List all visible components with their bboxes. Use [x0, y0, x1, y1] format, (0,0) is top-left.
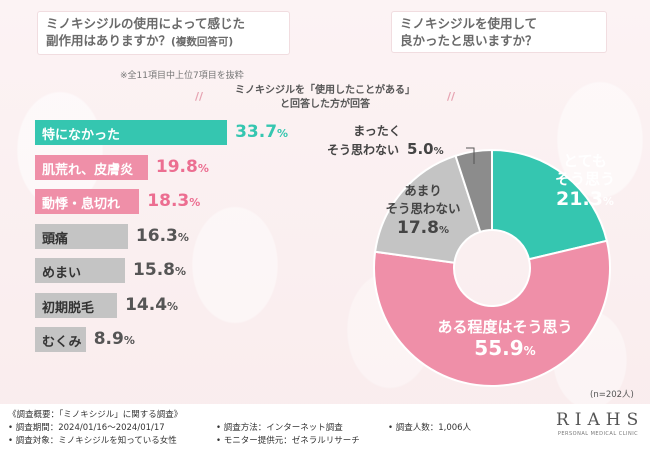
bar-7 [35, 327, 86, 352]
bar-1 [35, 120, 228, 145]
bar-label-1: 特になかった [42, 128, 121, 143]
donut-value-percent: % [602, 195, 614, 208]
question-1-text: 副作用はありますか？ [46, 33, 172, 48]
bar-label-6: 初期脱毛 [42, 300, 95, 316]
respondent-note-line2: と回答した方が回答 [280, 99, 370, 110]
footer-survey-target: • 調査対象：ミノキシジルを知っている女性 [8, 436, 177, 446]
bar-value-7: 8.9% [94, 329, 135, 349]
bar-3 [35, 189, 140, 214]
bar-6 [35, 292, 118, 318]
bar-value-number: 8.9 [93, 329, 124, 349]
question-2-line1: ミノキシジルを使用して [400, 16, 538, 31]
question-1-box: ミノキシジルの使用によって感じた 副作用はありますか？(複数回答可) [38, 12, 289, 54]
bar-5 [35, 258, 126, 283]
clinic-logo-subtitle: PERSONAL MEDICAL CLINIC [557, 431, 639, 437]
respondent-note-line1: ミノキシジルを「使用したことがある」 [235, 85, 415, 96]
donut-value-3: 17.8% [363, 218, 483, 241]
donut-value-number: 21.3 [556, 188, 603, 210]
bar-value-number: 33.7 [235, 122, 278, 142]
footer-survey-title: 《調査概要：「ミノキシジル」に関する調査》 [8, 410, 183, 420]
bar-value-number: 18.3 [147, 191, 190, 211]
bar-value-2: 19.8% [156, 157, 209, 177]
donut-label-1: とても そう思う 21.3% [545, 152, 625, 213]
donut-label-line: そう思う [554, 170, 615, 188]
slash-left-icon: // [195, 90, 204, 103]
donut-label-line: そう思わない 5.0% [327, 140, 444, 158]
donut-label-2: ある程度はそう思う 55.9% [420, 318, 590, 363]
bar-value-number: 19.8 [155, 156, 198, 177]
donut-label-line: まったく [353, 124, 401, 138]
question-1-note: (複数回答可) [171, 36, 234, 48]
donut-label-4: まったくそう思わない 5.0% [327, 122, 444, 161]
donut-value-2: 55.9% [420, 336, 590, 363]
donut-value-number: 55.9 [474, 336, 524, 360]
bar-label-5: めまい [42, 266, 82, 281]
donut-value-4: 5.0% [407, 140, 444, 158]
donut-label-line: あまり [404, 183, 442, 198]
bar-label-7: むくみ [42, 335, 82, 350]
respondent-note: // ミノキシジルを「使用したことがある」 と回答した方が回答 // [195, 84, 455, 112]
clinic-logo-text: RIAHS [556, 410, 645, 430]
donut-label-3: あまりそう思わない 17.8% [363, 182, 483, 241]
bar-value-3: 18.3% [147, 191, 200, 211]
clinic-logo: RIAHS PERSONAL MEDICAL CLINIC [556, 410, 640, 437]
donut-value-percent: % [523, 344, 536, 358]
donut-label-line: とても [563, 152, 607, 170]
footer-survey-count: • 調査人数：1,006人 [388, 423, 472, 433]
bar-2 [35, 154, 148, 180]
donut-value-number: 5.0 [407, 140, 434, 158]
bar-4 [35, 223, 128, 249]
donut-label-line: ある程度はそう思う [437, 318, 573, 336]
donut-value-number: 17.8 [397, 218, 439, 238]
bar-value-percent: % [197, 161, 209, 175]
question-1-line2: 副作用はありますか？(複数回答可) [46, 32, 281, 51]
question-2-box: ミノキシジルを使用して 良かったと思いますか？ [392, 12, 606, 52]
bar-value-number: 15.8 [133, 260, 175, 280]
footer-survey-period: • 調査期間：2024/01/16～2024/01/17 [8, 423, 165, 433]
question-1-line1: ミノキシジルの使用によって感じた [46, 16, 246, 31]
bar-value-percent: % [167, 299, 179, 313]
bar-value-percent: % [175, 265, 187, 278]
donut-value-1: 21.3% [545, 188, 625, 213]
donut-value-percent: % [438, 225, 449, 236]
bar-value-number: 16.3 [135, 225, 178, 246]
footer-survey-method: • 調査方法：インターネット調査 [216, 423, 343, 433]
question-2-line2: 良かったと思いますか？ [400, 33, 538, 48]
bar-value-5: 15.8% [133, 260, 186, 280]
sample-size: (n=202人) [590, 390, 634, 400]
excerpt-note: ※全11項目中上位7項目を抜粋 [120, 71, 244, 81]
bar-value-percent: % [277, 127, 289, 140]
bar-value-percent: % [189, 196, 201, 209]
footer-monitor-source: • モニター提供元：ゼネラルリサーチ [216, 436, 360, 446]
donut-value-percent: % [433, 146, 444, 157]
bar-label-2: 肌荒れ、皮膚炎 [42, 162, 134, 178]
bar-value-percent: % [123, 334, 135, 347]
slash-right-icon: // [446, 90, 455, 103]
bar-value-percent: % [177, 230, 189, 244]
bar-value-1: 33.7% [235, 122, 288, 142]
bar-label-4: 頭痛 [42, 231, 69, 247]
bar-label-3: 動悸・息切れ [42, 197, 121, 212]
bar-value-number: 14.4 [125, 294, 168, 315]
footer: 《調査概要：「ミノキシジル」に関する調査》 • 調査期間：2024/01/16～… [0, 404, 650, 450]
bar-value-4: 16.3% [136, 226, 189, 246]
donut-label-line: そう思わない [385, 201, 461, 216]
bar-value-6: 14.4% [125, 295, 178, 315]
